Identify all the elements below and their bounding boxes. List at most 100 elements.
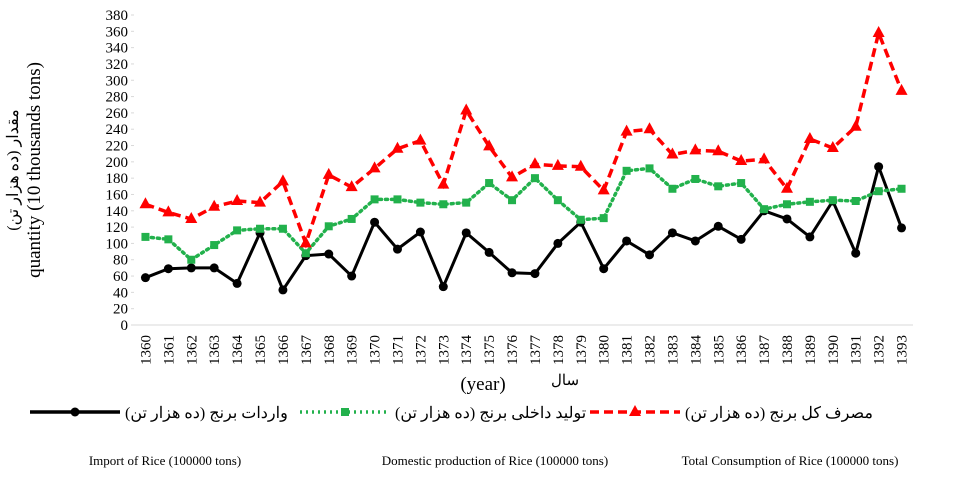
point bbox=[324, 222, 333, 231]
x-tick-label: 1393 bbox=[895, 335, 911, 365]
x-tick-label: 1373 bbox=[436, 335, 452, 365]
point bbox=[508, 196, 517, 205]
x-tick-label: 1372 bbox=[413, 335, 429, 365]
point bbox=[620, 124, 633, 136]
y-tick-label: 380 bbox=[106, 8, 129, 24]
point bbox=[232, 278, 242, 288]
point bbox=[530, 174, 539, 183]
y-tick-label: 360 bbox=[106, 24, 129, 40]
x-tick-label: 1366 bbox=[276, 335, 292, 366]
point bbox=[599, 264, 609, 274]
point bbox=[872, 25, 885, 37]
point bbox=[414, 133, 427, 145]
point bbox=[392, 244, 402, 254]
point bbox=[530, 269, 540, 279]
point bbox=[507, 268, 517, 278]
x-tick-label: 1363 bbox=[207, 335, 223, 365]
point bbox=[758, 152, 771, 164]
point bbox=[485, 179, 494, 188]
legend-label: مصرف کل برنج (ده هزار تن) bbox=[685, 405, 873, 422]
point bbox=[483, 139, 496, 151]
point bbox=[368, 161, 381, 173]
point bbox=[667, 228, 677, 238]
y-tick-label: 120 bbox=[106, 220, 129, 236]
point bbox=[208, 199, 221, 211]
point bbox=[233, 226, 242, 235]
y-tick-label: 320 bbox=[106, 57, 129, 73]
point bbox=[163, 264, 173, 274]
point bbox=[805, 197, 814, 206]
y-tick-label: 100 bbox=[106, 236, 129, 252]
y-tick-label: 60 bbox=[113, 269, 128, 285]
x-tick-label: 1362 bbox=[184, 335, 200, 365]
y-tick-label: 220 bbox=[106, 139, 129, 155]
x-tick-label: 1386 bbox=[734, 335, 750, 366]
point bbox=[254, 195, 267, 207]
point bbox=[391, 141, 404, 153]
point bbox=[714, 182, 723, 191]
series-line bbox=[144, 161, 903, 294]
point bbox=[460, 103, 473, 115]
x-tick-label: 1387 bbox=[757, 335, 773, 366]
point bbox=[141, 232, 150, 241]
point bbox=[622, 236, 632, 246]
x-tick-label: 1389 bbox=[803, 335, 819, 365]
y-tick-label: 280 bbox=[106, 90, 129, 106]
point bbox=[897, 223, 907, 233]
point bbox=[461, 228, 471, 238]
point bbox=[643, 122, 656, 134]
point bbox=[370, 217, 380, 227]
point bbox=[301, 249, 310, 258]
x-tick-label: 1379 bbox=[574, 335, 590, 365]
point bbox=[691, 174, 700, 183]
point bbox=[324, 249, 334, 259]
y-tick-label: 260 bbox=[106, 106, 129, 122]
y-tick-label: 40 bbox=[113, 285, 128, 301]
x-tick-label: 1360 bbox=[138, 335, 154, 365]
x-tick-label: 1375 bbox=[482, 335, 498, 365]
point bbox=[415, 227, 425, 237]
x-tick-label: 1365 bbox=[253, 335, 269, 365]
point bbox=[645, 164, 654, 173]
y-tick-label: 20 bbox=[113, 302, 128, 318]
point bbox=[599, 214, 608, 223]
point bbox=[393, 195, 402, 204]
y-tick-label: 200 bbox=[106, 155, 129, 171]
x-tick-label: 1382 bbox=[643, 335, 659, 365]
point bbox=[341, 408, 349, 416]
point bbox=[484, 247, 494, 257]
point bbox=[689, 143, 702, 155]
point bbox=[139, 197, 152, 209]
series-line bbox=[144, 27, 904, 249]
point bbox=[597, 183, 610, 195]
legend-label: تولید داخلی برنج (ده هزار تن) bbox=[395, 405, 586, 422]
y-tick-label: 340 bbox=[106, 41, 129, 57]
point bbox=[629, 405, 641, 416]
point bbox=[874, 162, 884, 172]
y-tick-label: 0 bbox=[121, 318, 129, 334]
legend-label-en: Domestic production of Rice (100000 tons… bbox=[382, 453, 608, 468]
point bbox=[528, 157, 541, 169]
point bbox=[828, 196, 837, 205]
x-tick-label: 1377 bbox=[528, 335, 544, 366]
legend-label: واردات برنج (ده هزار تن) bbox=[125, 405, 288, 422]
point bbox=[849, 119, 862, 131]
y-tick-label: 240 bbox=[106, 122, 129, 138]
point bbox=[347, 271, 357, 281]
x-axis-label-fa: سال bbox=[551, 373, 579, 389]
point bbox=[897, 184, 906, 193]
point bbox=[826, 140, 839, 152]
x-tick-label: 1378 bbox=[551, 335, 567, 365]
point bbox=[276, 174, 289, 186]
point bbox=[370, 195, 379, 204]
point bbox=[690, 236, 700, 246]
y-tick-label: 80 bbox=[113, 253, 128, 269]
point bbox=[231, 194, 244, 205]
x-tick-label: 1367 bbox=[299, 335, 315, 366]
x-tick-label: 1388 bbox=[780, 335, 796, 365]
legend-label-en: Import of Rice (100000 tons) bbox=[89, 453, 241, 468]
point bbox=[713, 221, 723, 231]
x-tick-label: 1376 bbox=[505, 335, 521, 366]
x-tick-label: 1368 bbox=[322, 335, 338, 365]
y-axis-label-fa: (مقدار (ده هزار تن bbox=[5, 109, 22, 230]
